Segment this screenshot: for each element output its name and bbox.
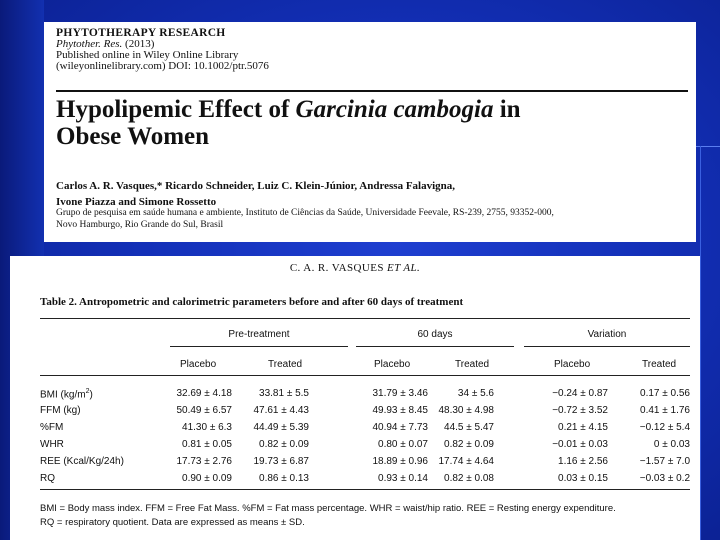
table-cell: 50.49 ± 6.57 <box>176 405 232 416</box>
table-cell: −0.01 ± 0.03 <box>552 439 608 450</box>
footnote-line-2: RQ = respiratory quotient. Data are expr… <box>40 517 305 528</box>
table-cell: 0.90 ± 0.09 <box>182 473 232 484</box>
table-cell: −0.12 ± 5.4 <box>639 422 690 433</box>
table-cell: 44.49 ± 5.39 <box>253 422 309 433</box>
running-head-author: C. A. R. VASQUES <box>289 262 387 274</box>
group-header: 60 days <box>417 329 453 340</box>
article-title: Hypolipemic Effect of Garcinia cambogia … <box>56 96 688 150</box>
footnote-line-1: BMI = Body mass index. FFM = Free Fat Ma… <box>40 503 616 514</box>
affiliation-line-2: Novo Hamburgo, Rio Grande do Sul, Brasil <box>56 219 224 230</box>
column-header: Treated <box>268 359 303 370</box>
table-cell: 44.5 ± 5.47 <box>444 422 494 433</box>
table-cell: 0 ± 0.03 <box>653 439 690 450</box>
table-cell: 17.73 ± 2.76 <box>176 456 232 467</box>
table-image: C. A. R. VASQUES ET AL. Table 2. Antropo… <box>10 256 700 540</box>
authors-line-2: Ivone Piazza and Simone Rossetto <box>56 196 217 208</box>
table-cell: −0.72 ± 3.52 <box>552 405 608 416</box>
table-cell: 49.93 ± 8.45 <box>372 405 428 416</box>
journal-abbrev: Phytother. Res. <box>56 38 123 50</box>
affiliation-line-1: Grupo de pesquisa em saúde humana e ambi… <box>56 208 554 218</box>
authors-line-1: Carlos A. R. Vasques,* Ricardo Schneider… <box>56 180 456 192</box>
group-header: Pre-treatment <box>228 329 290 340</box>
row-label: REE (Kcal/Kg/24h) <box>40 456 124 467</box>
table-cell: 0.86 ± 0.13 <box>259 473 309 484</box>
title-suffix: in <box>493 96 521 123</box>
title-prefix: Hypolipemic Effect of <box>56 96 296 123</box>
column-header: Placebo <box>180 359 217 370</box>
running-head-etal: ET AL. <box>387 262 421 274</box>
journal-name: PHYTOTHERAPY RESEARCH <box>56 27 226 39</box>
running-head: C. A. R. VASQUES ET AL. <box>10 262 700 274</box>
group-rule-pre <box>170 346 348 347</box>
table-cell: −0.24 ± 0.87 <box>552 388 608 399</box>
row-label: %FM <box>40 422 64 433</box>
title-line-2: Obese Women <box>56 123 210 150</box>
authors: Carlos A. R. Vasques,* Ricardo Schneider… <box>56 178 686 210</box>
table-cell: 0.80 ± 0.07 <box>378 439 428 450</box>
table-cell: −0.03 ± 0.2 <box>639 473 690 484</box>
title-species: Garcinia cambogia <box>295 96 494 123</box>
table-cell: 47.61 ± 4.43 <box>253 405 309 416</box>
table-cell: 40.94 ± 7.73 <box>372 422 428 433</box>
group-rule-60days <box>356 346 514 347</box>
row-label: FFM (kg) <box>40 405 81 416</box>
row-label-sup: 2 <box>85 388 90 395</box>
column-header: Treated <box>455 359 490 370</box>
table-cell: −1.57 ± 7.0 <box>639 456 690 467</box>
column-header: Placebo <box>554 359 591 370</box>
row-label-end: ) <box>89 389 93 401</box>
table-cell: 0.93 ± 0.14 <box>378 473 428 484</box>
table-cell: 0.21 ± 4.15 <box>558 422 608 433</box>
table-cell: 32.69 ± 4.18 <box>176 388 232 399</box>
table-cell: 0.17 ± 0.56 <box>640 388 690 399</box>
journal-year: (2013) <box>125 38 155 50</box>
table-cell: 34 ± 5.6 <box>457 388 494 399</box>
table-cell: 0.41 ± 1.76 <box>640 405 690 416</box>
table-cell: 0.82 ± 0.08 <box>444 473 494 484</box>
slide-vertical-rule <box>700 146 701 540</box>
table-caption: Table 2. Antropometric and calorimetric … <box>40 296 464 308</box>
table-cell: 41.30 ± 6.3 <box>182 422 232 433</box>
group-header: Variation <box>587 329 627 340</box>
column-header: Treated <box>642 359 677 370</box>
title-rule <box>56 90 688 92</box>
row-label: BMI (kg/m2) <box>40 388 93 400</box>
table-cell: 31.79 ± 3.46 <box>372 388 428 399</box>
doi-line: (wileyonlinelibrary.com) DOI: 10.1002/pt… <box>56 60 269 72</box>
table-cell: 0.03 ± 0.15 <box>558 473 608 484</box>
table-bottom-rule <box>40 489 690 490</box>
row-label: WHR <box>40 439 64 450</box>
row-label: RQ <box>40 473 55 484</box>
group-rule-variation <box>524 346 690 347</box>
table-cell: 17.74 ± 4.64 <box>438 456 494 467</box>
table-cell: 48.30 ± 4.98 <box>438 405 494 416</box>
table-cell: 0.81 ± 0.05 <box>182 439 232 450</box>
table-top-rule <box>40 318 690 319</box>
header-bottom-rule <box>40 375 690 376</box>
published-line: Published online in Wiley Online Library <box>56 49 239 61</box>
table-cell: 19.73 ± 6.87 <box>253 456 309 467</box>
article-header-image: PHYTOTHERAPY RESEARCH Phytother. Res. (2… <box>44 22 696 242</box>
table-cell: 18.89 ± 0.96 <box>372 456 428 467</box>
journal-meta: PHYTOTHERAPY RESEARCH Phytother. Res. (2… <box>56 27 269 72</box>
affiliation: Grupo de pesquisa em saúde humana e ambi… <box>56 208 686 231</box>
table-cell: 0.82 ± 0.09 <box>444 439 494 450</box>
table-cell: 33.81 ± 5.5 <box>259 388 309 399</box>
table-cell: 0.82 ± 0.09 <box>259 439 309 450</box>
article-title-block: Hypolipemic Effect of Garcinia cambogia … <box>56 90 688 164</box>
column-header: Placebo <box>374 359 411 370</box>
row-label-text: BMI (kg/m <box>40 389 86 401</box>
table-cell: 1.16 ± 2.56 <box>558 456 608 467</box>
